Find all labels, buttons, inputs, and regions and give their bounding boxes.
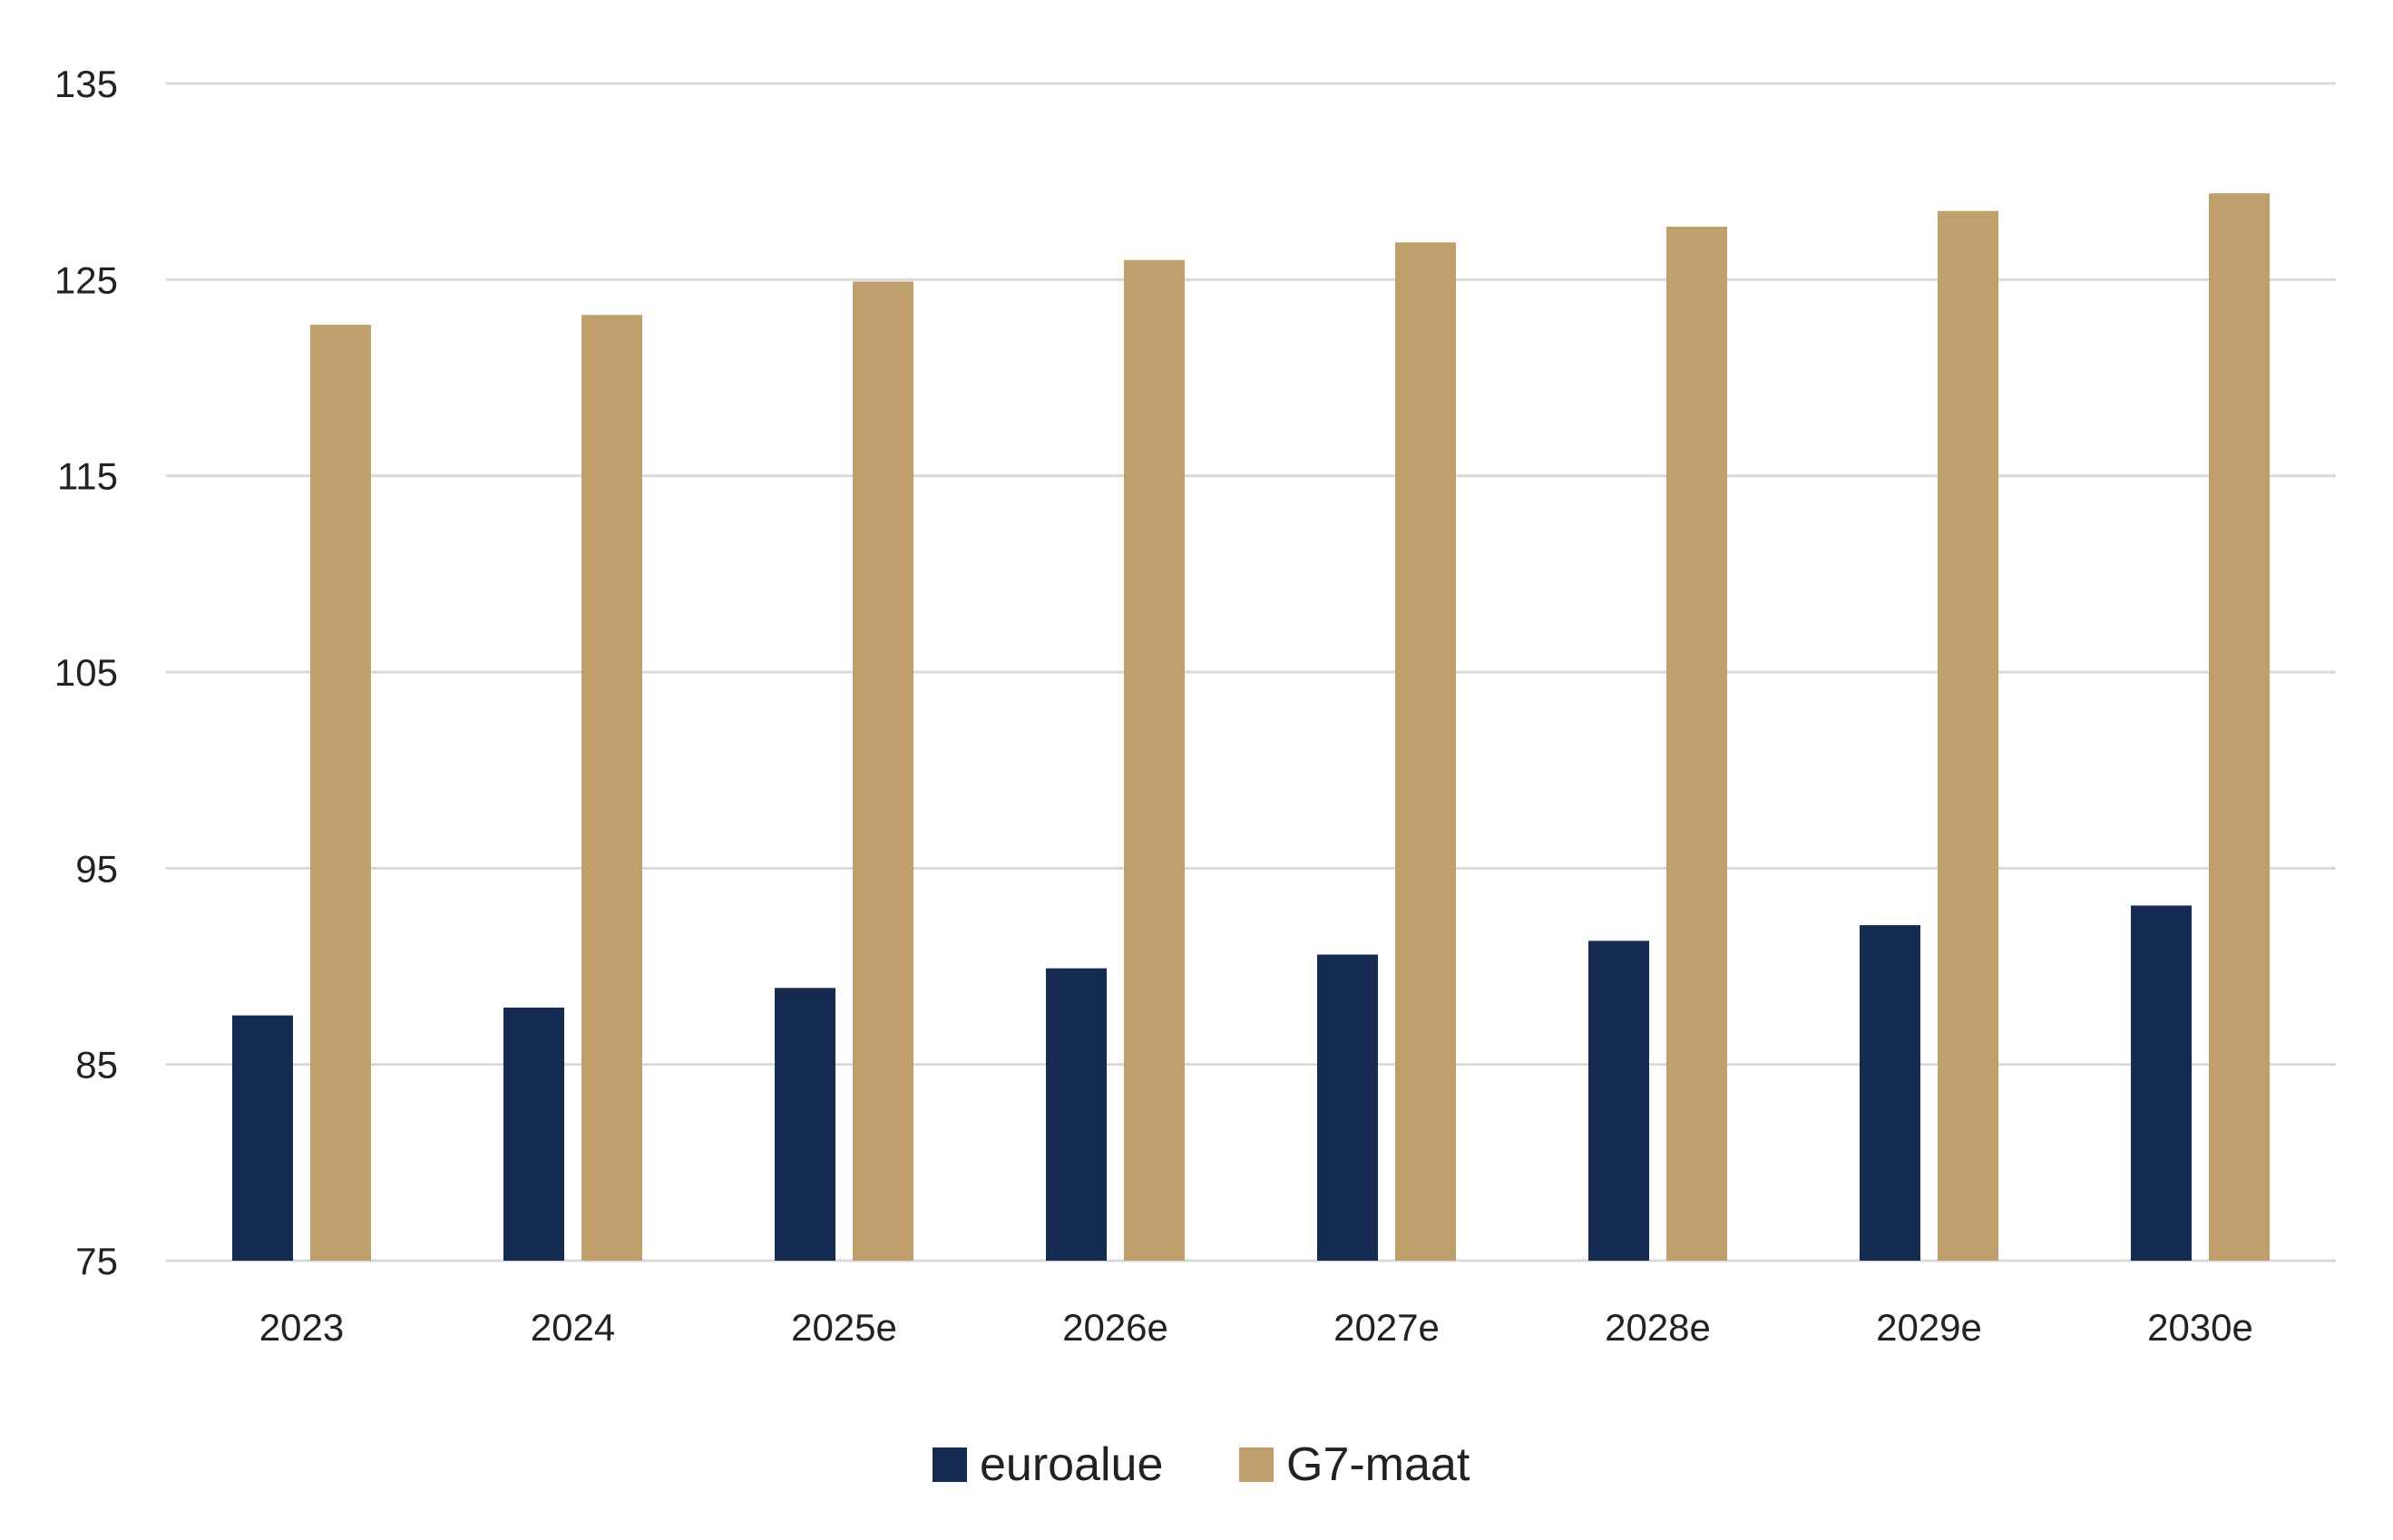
x-tick-label: 2030e bbox=[2147, 1306, 2253, 1349]
x-tick-label: 2026e bbox=[1062, 1306, 1168, 1349]
bar-euroalue-2025e bbox=[775, 988, 835, 1261]
y-tick-label: 85 bbox=[75, 1044, 118, 1087]
bar-g7-maat-2023 bbox=[310, 325, 371, 1262]
bar-g7-maat-2026e bbox=[1124, 259, 1185, 1262]
bar-g7-maat-2030e bbox=[2209, 193, 2270, 1261]
x-tick-label: 2029e bbox=[1876, 1306, 1982, 1349]
x-axis-ticks: 2023 2024 2025e 2026e 2027e 2028e 2029e 2030e bbox=[259, 1306, 2253, 1349]
legend-swatch bbox=[933, 1447, 967, 1482]
bar-g7-maat-2025e bbox=[853, 281, 913, 1261]
bar-euroalue-2023 bbox=[232, 1015, 293, 1261]
bar-g7-maat-2029e bbox=[1938, 210, 1998, 1261]
bar-euroalue-2026e bbox=[1046, 968, 1107, 1261]
y-tick-label: 75 bbox=[75, 1240, 118, 1282]
bar-euroalue-2028e bbox=[1588, 941, 1649, 1261]
x-tick-label: 2024 bbox=[531, 1306, 615, 1349]
bar-euroalue-2030e bbox=[2131, 905, 2192, 1261]
x-tick-label: 2028e bbox=[1605, 1306, 1711, 1349]
y-tick-label: 135 bbox=[54, 63, 118, 105]
bar-euroalue-2024 bbox=[503, 1007, 564, 1261]
bar-g7-maat-2024 bbox=[581, 315, 642, 1262]
bars bbox=[232, 193, 2270, 1262]
y-axis-ticks: 75 85 95 105 115 125 135 bbox=[54, 63, 118, 1282]
x-tick-label: 2023 bbox=[259, 1306, 344, 1349]
x-tick-label: 2027e bbox=[1333, 1306, 1440, 1349]
y-tick-label: 115 bbox=[57, 455, 118, 498]
y-tick-label: 95 bbox=[75, 847, 118, 890]
bar-euroalue-2027e bbox=[1317, 954, 1378, 1261]
bar-euroalue-2029e bbox=[1860, 925, 1920, 1261]
y-tick-label: 125 bbox=[54, 258, 118, 301]
legend-label: G7-maat bbox=[1286, 1438, 1470, 1491]
bar-g7-maat-2028e bbox=[1666, 226, 1727, 1261]
legend: euroalue G7-maat bbox=[933, 1438, 1470, 1491]
legend-label: euroalue bbox=[980, 1438, 1163, 1491]
legend-swatch bbox=[1239, 1447, 1274, 1482]
gridlines bbox=[166, 82, 2336, 1262]
bar-g7-maat-2027e bbox=[1395, 242, 1456, 1262]
x-tick-label: 2025e bbox=[791, 1306, 897, 1349]
y-tick-label: 105 bbox=[54, 651, 118, 694]
